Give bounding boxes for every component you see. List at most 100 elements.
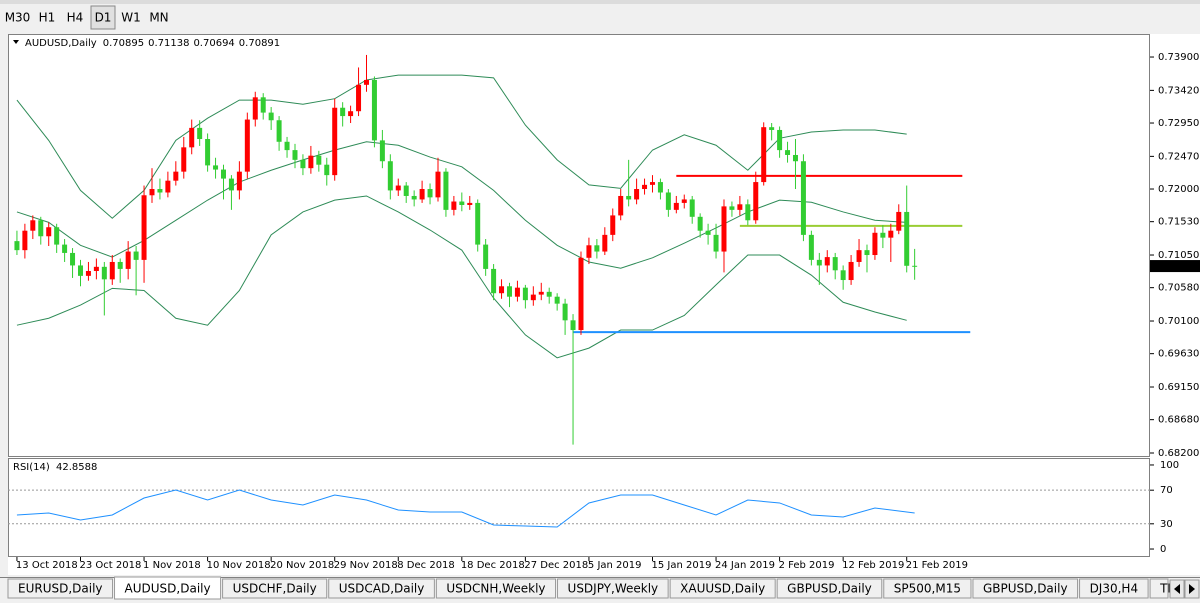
candle-body [30, 220, 36, 231]
candle-body [530, 294, 536, 301]
symbol-tab-label: GBPUSD,Daily [983, 582, 1068, 596]
symbol-tab[interactable] [557, 578, 669, 599]
timeframe-button[interactable] [119, 6, 143, 29]
candle-body [856, 250, 862, 262]
price-box-label: 0.70891 [1154, 261, 1195, 272]
x-tick-label: 8 Dec 2018 [397, 560, 455, 571]
candle-body [276, 120, 282, 142]
timeframe-button[interactable] [147, 6, 171, 29]
price-box [1150, 260, 1200, 273]
candle-body [570, 320, 576, 331]
timeframe-button[interactable] [35, 6, 59, 29]
candle-body [284, 141, 290, 151]
timeframe-label: M30 [5, 11, 31, 25]
x-tick-label: 2 Feb 2019 [779, 560, 835, 571]
candle-body [244, 119, 250, 172]
timeframe-label: H4 [67, 11, 84, 25]
candle-body [840, 270, 846, 281]
candle-body [514, 287, 520, 297]
symbol-tab-label: USDCAD,Daily [339, 582, 425, 596]
symbol-tab[interactable] [328, 578, 435, 599]
rsi-tick-label: 30 [1160, 519, 1173, 530]
symbol-tab[interactable] [883, 578, 972, 599]
x-tick-label: 1 Nov 2018 [143, 560, 201, 571]
rsi-title: RSI(14) [13, 462, 50, 473]
candle-body [610, 215, 616, 235]
x-tick-label: 20 Nov 2018 [270, 560, 334, 571]
candle-body [729, 206, 735, 210]
candle-body [522, 287, 528, 301]
candle-body [332, 107, 338, 176]
candle-body [649, 182, 655, 185]
bollinger-band [16, 195, 907, 359]
scroll-left-icon [1174, 584, 1180, 594]
candle-body [411, 195, 417, 200]
candle-body [673, 202, 679, 210]
candle-body [538, 291, 544, 295]
y-tick-label: 0.70580 [1158, 283, 1199, 294]
candle-body [777, 129, 783, 151]
candle-body [602, 234, 608, 252]
timeframe-button[interactable] [4, 6, 31, 29]
x-tick-label: 15 Jan 2019 [651, 560, 711, 571]
symbol-tab[interactable] [669, 578, 776, 599]
candle-body [197, 127, 203, 139]
candle-body [157, 189, 163, 193]
timeframe-toolbar: M30 H1 H4 D1 W1 MN [4, 5, 171, 30]
candle-body [101, 266, 107, 280]
candle-body [379, 140, 385, 162]
candle-body [260, 97, 266, 113]
candle-body [205, 138, 211, 166]
symbol-tab[interactable] [222, 578, 328, 599]
symbol-tabs: EURUSD,Daily AUDUSD,Daily USDCHF,Daily USDC… [0, 576, 1200, 600]
candle-body [387, 161, 393, 191]
symbol-tab[interactable] [1079, 578, 1149, 599]
symbol-tab[interactable] [972, 578, 1079, 599]
x-tick-label: 18 Dec 2018 [461, 560, 525, 571]
candle-body [697, 216, 703, 231]
ohlc-value: 0.70891 [239, 38, 280, 49]
x-tick-label: 29 Nov 2018 [334, 560, 398, 571]
symbol-tab-label: USDJPY,Weekly [568, 582, 659, 596]
symbol-tab[interactable] [435, 578, 557, 599]
axes: 0.73900 0.73420 0.72950 0.72470 0.72000 0.715… [16, 52, 1200, 571]
timeframe-button[interactable] [63, 6, 87, 29]
candle-body [300, 159, 306, 169]
x-tick-label: 23 Oct 2018 [79, 560, 141, 571]
candle-body [713, 234, 719, 252]
candle-body [14, 241, 20, 251]
candle-body [832, 257, 838, 271]
candle-body [133, 251, 139, 260]
y-tick-label: 0.69630 [1158, 349, 1199, 360]
timeframe-label: H1 [39, 11, 56, 25]
rsi-panel-frame [8, 458, 1150, 557]
rsi-tick-label: 100 [1160, 460, 1179, 471]
bollinger-band [16, 141, 907, 269]
symbol-tab[interactable] [114, 576, 222, 600]
symbol-tab[interactable] [1149, 578, 1169, 599]
symbol-tab-label: USDCNH,Weekly [446, 582, 545, 596]
candle-body [125, 251, 131, 269]
candle-body [228, 178, 234, 191]
candle-body [403, 185, 409, 196]
candle-body [141, 195, 147, 260]
timeframe-button[interactable] [90, 5, 116, 30]
candle-body [785, 150, 791, 155]
candle-body [546, 291, 552, 297]
symbol-tab[interactable] [776, 578, 883, 599]
symbol-tab[interactable] [7, 578, 114, 599]
candle-body [38, 220, 44, 237]
candle-body [745, 204, 751, 221]
x-tick-label: 10 Nov 2018 [207, 560, 271, 571]
candle-body [554, 296, 560, 304]
ohlc-value: 0.70895 [103, 38, 144, 49]
candle-body [252, 97, 258, 120]
candle-body [459, 201, 465, 205]
candle-body [181, 147, 187, 172]
rsi-tick-label: 0 [1160, 544, 1166, 555]
rsi-tick-label: 70 [1160, 485, 1173, 496]
y-tick-label: 0.69150 [1158, 382, 1199, 393]
candle-body [117, 261, 123, 269]
candle-body [165, 180, 171, 193]
candle-body [705, 230, 711, 235]
